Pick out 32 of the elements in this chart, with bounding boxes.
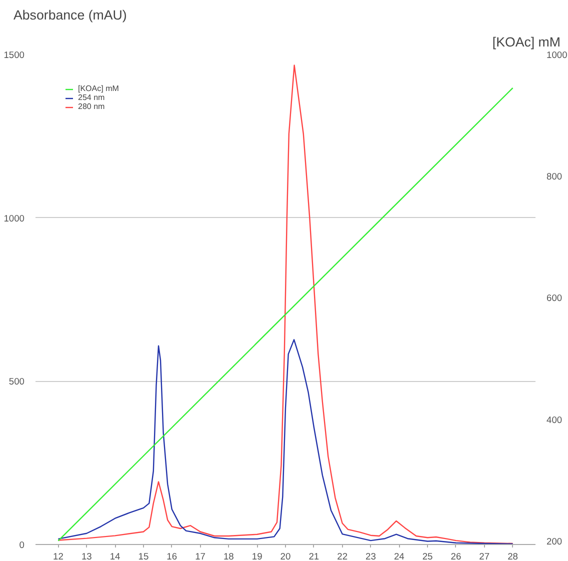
x-tick-label: 21 (308, 552, 320, 561)
y2-tick-label: 200 (546, 536, 562, 546)
x-tick-label: 25 (422, 552, 433, 561)
y2-tick-label: 600 (546, 293, 562, 304)
x-tick-label: 13 (81, 552, 92, 561)
y-tick-label: 1500 (4, 50, 25, 60)
y2-axis-title: [KOAc] mM (492, 34, 560, 50)
y-axis-title: Absorbance (mAU) (14, 8, 127, 22)
x-tick-label: 19 (252, 552, 262, 561)
x-tick-label: 18 (223, 552, 234, 561)
x-tick-label: 24 (394, 552, 404, 561)
x-tick-label: 17 (195, 552, 206, 561)
y2-tick-label: 800 (546, 172, 562, 182)
y-tick-label: 500 (8, 376, 25, 387)
x-tick-label: 12 (53, 552, 64, 561)
x-tick-label: 27 (479, 552, 490, 561)
y-tick-label: 1000 (4, 213, 25, 224)
line-series (58, 339, 514, 544)
x-tick-label: 20 (280, 552, 291, 561)
y-tick-label: 0 (19, 540, 25, 550)
x-tick-label: 14 (110, 552, 120, 561)
x-tick-label: 28 (508, 552, 518, 561)
x-tick-label: 15 (138, 552, 149, 561)
legend-label: 254 nm (78, 93, 105, 102)
legend-label: [KOAc] mM (78, 84, 119, 93)
x-tick-label: 23 (366, 552, 376, 561)
x-tick-label: 16 (166, 552, 178, 561)
y2-tick-label: 1000 (546, 50, 568, 60)
y2-tick-label: 400 (546, 414, 562, 425)
x-tick-label: 22 (337, 552, 348, 561)
x-tick-label: 26 (450, 552, 462, 561)
legend-label: 280 nm (78, 102, 105, 111)
